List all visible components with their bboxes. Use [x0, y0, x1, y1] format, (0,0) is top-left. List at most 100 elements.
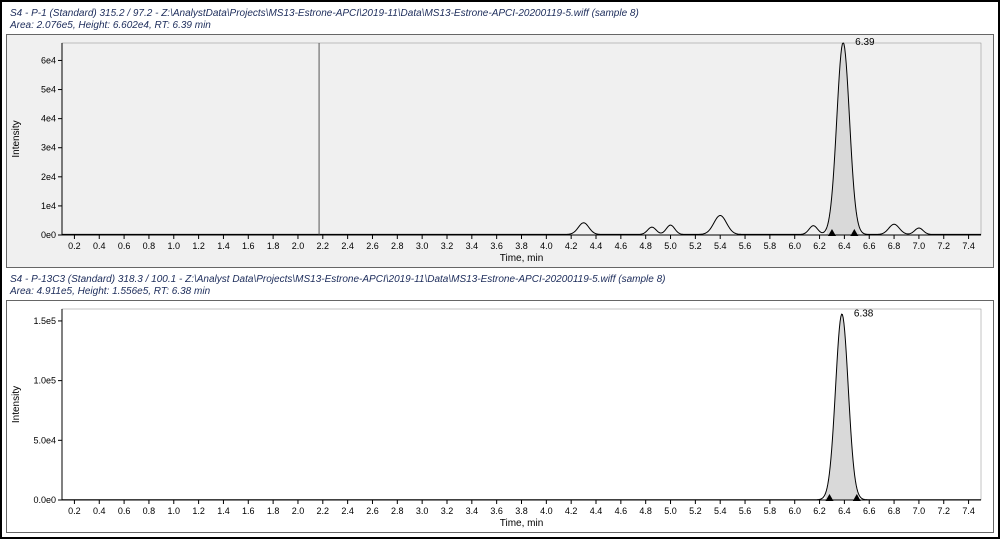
svg-text:6.6: 6.6 [863, 506, 876, 516]
bottom-chromatogram-panel: S4 - P-13C3 (Standard) 318.3 / 100.1 - Z… [6, 272, 994, 533]
svg-text:6.2: 6.2 [813, 241, 826, 251]
svg-text:5.6: 5.6 [739, 506, 752, 516]
svg-text:1.0e5: 1.0e5 [33, 376, 56, 386]
svg-text:6e4: 6e4 [41, 55, 56, 65]
svg-text:5.0: 5.0 [664, 506, 677, 516]
svg-text:3.4: 3.4 [466, 506, 479, 516]
svg-text:1.4: 1.4 [217, 241, 230, 251]
svg-text:0.6: 0.6 [118, 241, 131, 251]
svg-text:6.39: 6.39 [855, 37, 875, 48]
svg-text:Time, min: Time, min [500, 518, 544, 529]
svg-text:1.4: 1.4 [217, 506, 230, 516]
top-header-line1: S4 - P-1 (Standard) 315.2 / 97.2 - Z:\An… [10, 8, 639, 19]
svg-text:5.8: 5.8 [764, 506, 777, 516]
top-chart-area[interactable]: 0e0 1e4 2e4 3e4 4e4 5e4 6e4 Intensity 0.2 0.4 0.6 0… [6, 34, 994, 268]
svg-text:5.0: 5.0 [664, 241, 677, 251]
svg-text:3.4: 3.4 [466, 241, 479, 251]
svg-text:3.0: 3.0 [416, 506, 429, 516]
svg-text:2.6: 2.6 [366, 241, 379, 251]
svg-text:2.2: 2.2 [317, 241, 330, 251]
svg-text:5e4: 5e4 [41, 85, 56, 95]
svg-text:1.2: 1.2 [192, 241, 205, 251]
svg-text:7.2: 7.2 [937, 506, 950, 516]
svg-text:0.2: 0.2 [68, 506, 81, 516]
svg-text:1.5e5: 1.5e5 [33, 316, 56, 326]
svg-text:Intensity: Intensity [11, 120, 22, 157]
svg-text:4.6: 4.6 [615, 241, 628, 251]
svg-text:4.0: 4.0 [540, 241, 553, 251]
svg-text:2.2: 2.2 [317, 506, 330, 516]
svg-text:3.0: 3.0 [416, 241, 429, 251]
svg-text:1.6: 1.6 [242, 506, 255, 516]
svg-text:2.8: 2.8 [391, 506, 404, 516]
svg-text:4.2: 4.2 [565, 241, 578, 251]
svg-text:6.8: 6.8 [888, 506, 901, 516]
svg-text:0e0: 0e0 [41, 230, 56, 240]
svg-text:5.4: 5.4 [714, 241, 727, 251]
svg-text:6.8: 6.8 [888, 241, 901, 251]
svg-text:1.2: 1.2 [192, 506, 205, 516]
svg-text:1.0: 1.0 [168, 506, 181, 516]
svg-text:0.8: 0.8 [143, 506, 156, 516]
top-header-line2: Area: 2.076e5, Height: 6.602e4, RT: 6.39… [10, 20, 211, 31]
bottom-header-line2: Area: 4.911e5, Height: 1.556e5, RT: 6.38… [10, 286, 210, 297]
svg-text:4.4: 4.4 [590, 506, 603, 516]
svg-text:4.4: 4.4 [590, 241, 603, 251]
svg-text:3.2: 3.2 [441, 506, 454, 516]
svg-text:2.4: 2.4 [341, 506, 354, 516]
svg-text:5.6: 5.6 [739, 241, 752, 251]
svg-text:4.2: 4.2 [565, 506, 578, 516]
svg-text:0.8: 0.8 [143, 241, 156, 251]
svg-text:3.6: 3.6 [490, 506, 503, 516]
svg-text:0.4: 0.4 [93, 506, 106, 516]
svg-text:3.2: 3.2 [441, 241, 454, 251]
svg-text:4.0: 4.0 [540, 506, 553, 516]
svg-text:5.2: 5.2 [689, 241, 702, 251]
svg-text:2e4: 2e4 [41, 172, 56, 182]
svg-text:4.8: 4.8 [639, 506, 652, 516]
svg-text:4.8: 4.8 [639, 241, 652, 251]
top-chromatogram-panel: S4 - P-1 (Standard) 315.2 / 97.2 - Z:\An… [6, 6, 994, 268]
svg-text:7.4: 7.4 [962, 241, 975, 251]
svg-text:4e4: 4e4 [41, 114, 56, 124]
svg-text:6.2: 6.2 [813, 506, 826, 516]
svg-text:6.0: 6.0 [788, 241, 801, 251]
svg-text:6.38: 6.38 [854, 308, 874, 319]
svg-text:0.0e0: 0.0e0 [33, 495, 56, 505]
svg-text:Time, min: Time, min [500, 253, 544, 264]
svg-text:6.6: 6.6 [863, 241, 876, 251]
bottom-panel-header: S4 - P-13C3 (Standard) 318.3 / 100.1 - Z… [6, 272, 994, 300]
svg-text:1.8: 1.8 [267, 506, 280, 516]
svg-text:2.0: 2.0 [292, 506, 305, 516]
svg-text:0.2: 0.2 [68, 241, 81, 251]
svg-text:4.6: 4.6 [615, 506, 628, 516]
svg-text:5.2: 5.2 [689, 506, 702, 516]
svg-text:0.4: 0.4 [93, 241, 106, 251]
svg-text:5.0e4: 5.0e4 [33, 435, 56, 445]
svg-text:2.0: 2.0 [292, 241, 305, 251]
svg-text:6.0: 6.0 [788, 506, 801, 516]
svg-text:1.0: 1.0 [168, 241, 181, 251]
svg-text:Intensity: Intensity [11, 386, 22, 423]
svg-text:1.8: 1.8 [267, 241, 280, 251]
svg-text:2.4: 2.4 [341, 241, 354, 251]
svg-text:5.4: 5.4 [714, 506, 727, 516]
svg-text:7.0: 7.0 [913, 241, 926, 251]
svg-text:7.4: 7.4 [962, 506, 975, 516]
svg-text:3.6: 3.6 [490, 241, 503, 251]
svg-text:3.8: 3.8 [515, 506, 528, 516]
svg-text:2.8: 2.8 [391, 241, 404, 251]
bottom-chart-area[interactable]: 0.0e0 5.0e4 1.0e5 1.5e5 Intensity 0.2 0.4 0.6 0.… [6, 300, 994, 533]
svg-text:6.4: 6.4 [838, 241, 851, 251]
chromatogram-window: S4 - P-1 (Standard) 315.2 / 97.2 - Z:\An… [0, 0, 1000, 539]
svg-text:7.0: 7.0 [913, 506, 926, 516]
svg-text:1.6: 1.6 [242, 241, 255, 251]
svg-text:1e4: 1e4 [41, 201, 56, 211]
svg-text:2.6: 2.6 [366, 506, 379, 516]
svg-text:0.6: 0.6 [118, 506, 131, 516]
svg-text:3e4: 3e4 [41, 143, 56, 153]
top-panel-header: S4 - P-1 (Standard) 315.2 / 97.2 - Z:\An… [6, 6, 994, 34]
svg-text:3.8: 3.8 [515, 241, 528, 251]
bottom-header-line1: S4 - P-13C3 (Standard) 318.3 / 100.1 - Z… [10, 274, 666, 285]
svg-text:6.4: 6.4 [838, 506, 851, 516]
